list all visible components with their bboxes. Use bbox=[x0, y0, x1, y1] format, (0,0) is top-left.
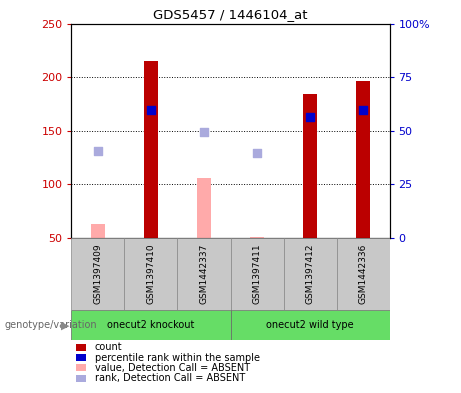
Text: count: count bbox=[95, 342, 122, 353]
Text: GSM1397410: GSM1397410 bbox=[147, 244, 155, 305]
Title: GDS5457 / 1446104_at: GDS5457 / 1446104_at bbox=[153, 8, 308, 21]
Bar bbox=[356, 81, 370, 238]
Bar bbox=[71, 310, 230, 340]
Point bbox=[94, 148, 101, 154]
Text: GSM1397412: GSM1397412 bbox=[306, 244, 314, 304]
Text: GSM1397411: GSM1397411 bbox=[253, 244, 261, 305]
Text: GSM1442337: GSM1442337 bbox=[200, 244, 208, 304]
Text: value, Detection Call = ABSENT: value, Detection Call = ABSENT bbox=[95, 363, 249, 373]
Text: onecut2 knockout: onecut2 knockout bbox=[107, 320, 195, 330]
Text: ▶: ▶ bbox=[61, 320, 69, 331]
Text: genotype/variation: genotype/variation bbox=[5, 320, 97, 331]
Point bbox=[200, 129, 207, 135]
Bar bbox=[303, 94, 317, 238]
Bar bbox=[230, 238, 284, 310]
Bar bbox=[230, 310, 390, 340]
Point bbox=[359, 107, 366, 114]
Text: GSM1397409: GSM1397409 bbox=[94, 244, 102, 305]
Bar bbox=[124, 238, 177, 310]
Point bbox=[254, 150, 261, 156]
Point bbox=[306, 114, 313, 120]
Bar bbox=[144, 61, 158, 238]
Bar bbox=[91, 224, 105, 238]
Text: onecut2 wild type: onecut2 wild type bbox=[266, 320, 354, 330]
Text: percentile rank within the sample: percentile rank within the sample bbox=[95, 353, 260, 363]
Bar bbox=[337, 238, 390, 310]
Bar bbox=[284, 238, 337, 310]
Point bbox=[148, 107, 155, 114]
Bar bbox=[197, 178, 211, 238]
Bar bbox=[250, 237, 264, 238]
Bar bbox=[71, 238, 124, 310]
Bar bbox=[177, 238, 230, 310]
Text: GSM1442336: GSM1442336 bbox=[359, 244, 367, 304]
Text: rank, Detection Call = ABSENT: rank, Detection Call = ABSENT bbox=[95, 373, 245, 383]
